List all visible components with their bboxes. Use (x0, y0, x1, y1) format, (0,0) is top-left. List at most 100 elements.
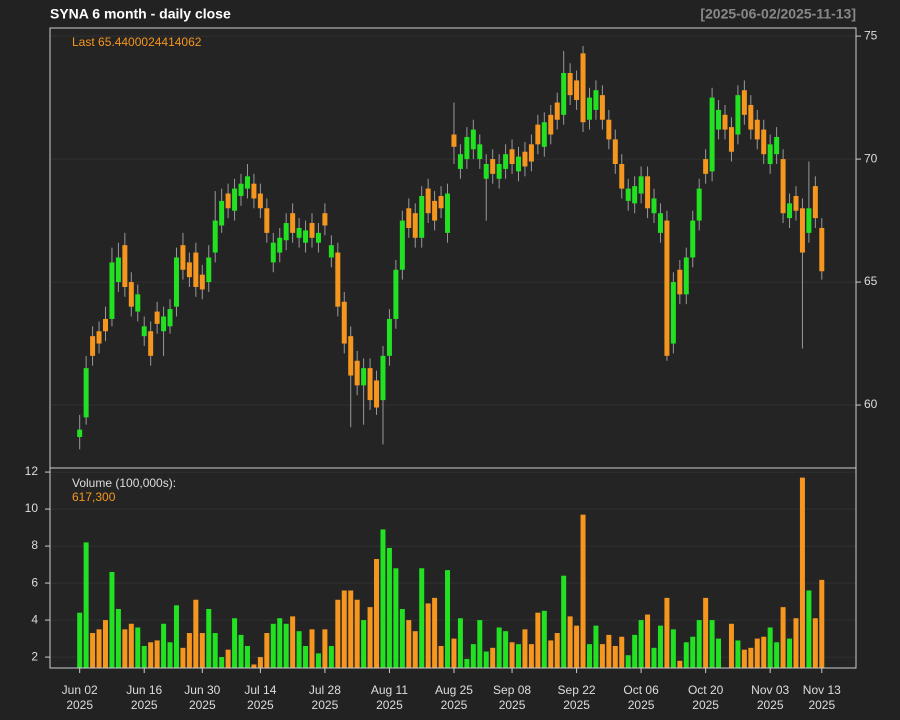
x-tick-label: Oct 06 (623, 683, 659, 697)
volume-bar (225, 649, 231, 668)
candle-body (696, 188, 702, 221)
candle-body (96, 331, 102, 344)
x-tick-year: 2025 (628, 698, 655, 712)
volume-bar (806, 590, 812, 668)
volume-bar (309, 629, 315, 668)
candle-body (399, 220, 405, 270)
candle-body (238, 183, 244, 196)
volume-bar (251, 664, 257, 668)
volume-bar (664, 597, 670, 668)
candle-body (141, 326, 147, 337)
x-tick-year: 2025 (131, 698, 158, 712)
candle-body (787, 203, 793, 219)
candle-body (277, 237, 283, 253)
candle-body (586, 97, 592, 120)
candle-body (251, 183, 257, 199)
volume-bar (490, 647, 496, 668)
volume-bar (703, 597, 709, 668)
last-price-label: Last 65.4400024414062 (72, 35, 202, 49)
candle-body (173, 257, 179, 307)
candle-body (709, 97, 715, 172)
candle-body (309, 223, 315, 238)
candle-body (83, 368, 89, 418)
volume-bar (361, 620, 367, 668)
x-tick-year: 2025 (376, 698, 403, 712)
candle-body (496, 164, 502, 179)
volume-bar (716, 638, 722, 668)
volume-bar (787, 638, 793, 668)
volume-bar (677, 660, 683, 668)
volume-bar (399, 608, 405, 668)
x-tick-label: Jun 16 (126, 683, 162, 697)
volume-bar (380, 529, 386, 668)
x-tick-year: 2025 (312, 698, 339, 712)
candle-body (193, 252, 199, 287)
volume-bar (528, 644, 534, 668)
volume-bar (767, 627, 773, 668)
candle-body (102, 318, 108, 332)
x-tick-label: Aug 11 (371, 683, 408, 697)
volume-bar (761, 636, 767, 668)
volume-bar (348, 590, 354, 668)
candle-body (244, 176, 250, 189)
volume-tick-label: 12 (25, 464, 39, 478)
volume-bar (522, 629, 528, 668)
volume-bar (548, 640, 554, 668)
volume-bar (464, 658, 470, 668)
volume-bar (386, 547, 392, 668)
volume-bar (109, 571, 115, 668)
candle-body (361, 368, 367, 386)
volume-bar (374, 559, 380, 668)
candle-body (425, 188, 431, 214)
marks (77, 45, 825, 668)
candle-body (432, 200, 438, 221)
candle-body (503, 154, 509, 169)
candle-body (341, 301, 347, 344)
volume-bar (819, 579, 825, 668)
volume-bar (180, 647, 186, 668)
volume-bar (238, 634, 244, 668)
candle-body (774, 136, 780, 155)
volume-bar (438, 645, 444, 668)
volume-bar (657, 625, 663, 668)
candle-body (619, 164, 625, 189)
candle-body (683, 257, 689, 295)
candle-body (180, 245, 186, 270)
candle-body (199, 274, 205, 290)
volume-bar (122, 629, 128, 668)
volume-bar (793, 618, 799, 668)
volume-bar (322, 629, 328, 668)
candle-body (225, 193, 231, 209)
candle-body (374, 380, 380, 408)
volume-bar (554, 633, 560, 668)
y-tick-label: 65 (864, 274, 878, 288)
volume-bar (741, 649, 747, 668)
candle-body (148, 331, 154, 356)
volume-bar (270, 623, 276, 668)
candle-body (716, 109, 722, 130)
candle-body (670, 282, 676, 344)
candle-body (451, 134, 457, 147)
candle-body (380, 355, 386, 401)
volume-bar (606, 634, 612, 668)
volume-bar (799, 477, 805, 668)
volume-bar (128, 623, 134, 668)
volume-bar (515, 644, 521, 668)
volume-bar (586, 644, 592, 668)
volume-bar (257, 657, 263, 668)
candle-body (354, 360, 360, 386)
candle-body (348, 336, 354, 376)
candle-body (741, 90, 747, 115)
candle-body (651, 198, 657, 214)
candle-body (515, 156, 521, 172)
candle-body (535, 124, 541, 145)
x-tick-year: 2025 (563, 698, 590, 712)
date-range: [2025-06-02/2025-11-13] (700, 6, 856, 22)
volume-bar (451, 638, 457, 668)
candle-body (483, 164, 489, 179)
candle-body (625, 188, 631, 201)
volume-bar (354, 599, 360, 668)
x-tick-label: Jul 28 (309, 683, 341, 697)
